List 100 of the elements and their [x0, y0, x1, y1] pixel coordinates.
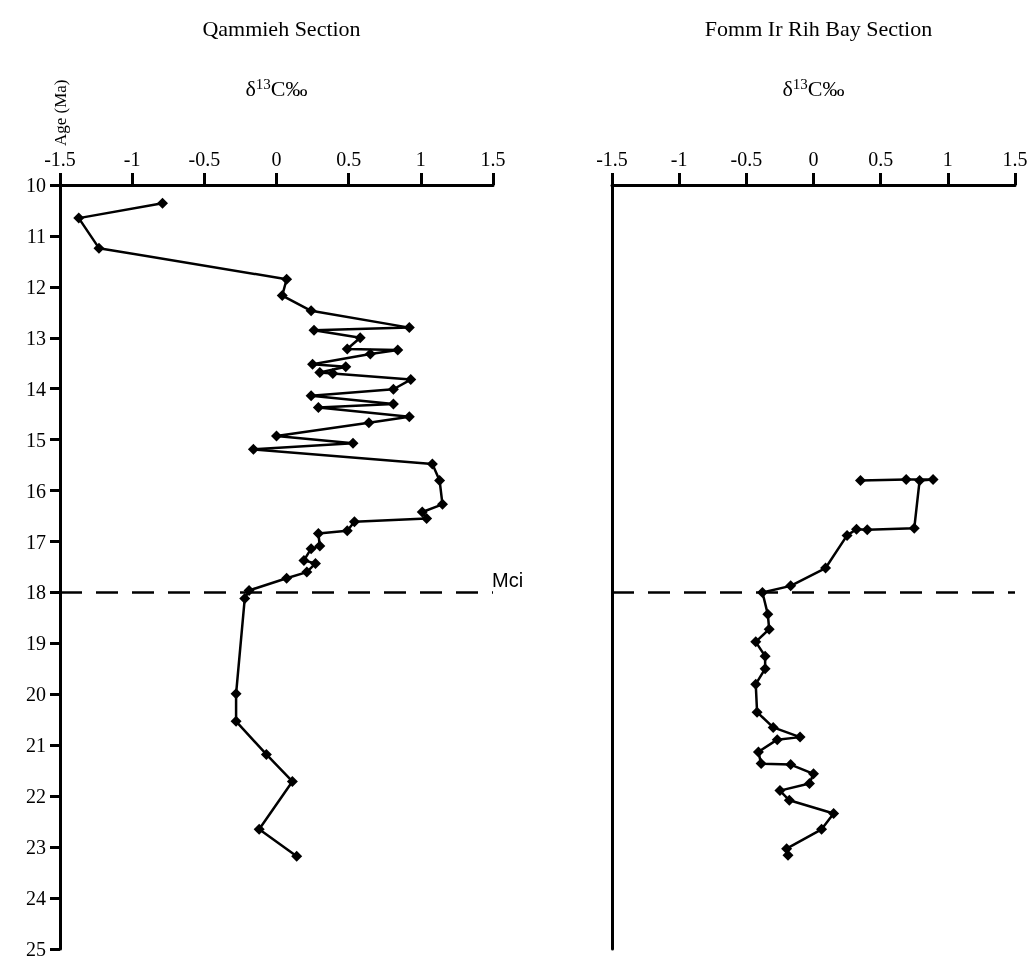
point [276, 290, 288, 302]
point [156, 197, 168, 209]
x-tick-label: -0.5 [730, 148, 763, 170]
point [281, 572, 293, 584]
point [387, 383, 399, 395]
x-tick-label: 0 [808, 148, 819, 170]
y-tick-label: 12 [26, 275, 46, 298]
y-tick-label: 22 [26, 785, 46, 808]
point [767, 721, 779, 733]
point [253, 823, 265, 835]
point [312, 527, 324, 539]
point [841, 529, 853, 541]
point [327, 367, 339, 379]
point [403, 322, 415, 334]
point [820, 562, 832, 574]
point [850, 523, 862, 535]
point [426, 458, 438, 470]
y-tick-label: 10 [26, 174, 46, 196]
point [348, 516, 360, 528]
point [298, 554, 310, 566]
point [763, 623, 775, 635]
point [260, 748, 272, 760]
x-tick-label: -1 [123, 148, 141, 170]
point [364, 348, 376, 360]
chart-title: Qammieh Section [202, 15, 361, 41]
point [286, 775, 298, 787]
point [305, 390, 317, 402]
point [93, 242, 105, 254]
x-tick-label: 0.5 [336, 148, 362, 170]
y-tick-label: 17 [26, 530, 46, 553]
x-tick-label: -1 [670, 148, 688, 170]
point [752, 746, 764, 758]
point [392, 344, 404, 356]
y-tick-label: 21 [26, 734, 46, 757]
point [421, 513, 433, 525]
point [785, 759, 797, 771]
point [762, 608, 774, 620]
x-tick-label: 1 [415, 148, 426, 170]
chart-title: Fomm Ir Rih Bay Section [704, 15, 933, 41]
point [247, 443, 259, 455]
point [759, 663, 771, 675]
point [750, 678, 762, 690]
point [341, 525, 353, 537]
point [803, 777, 815, 789]
point [774, 785, 786, 797]
point [230, 688, 242, 700]
point [816, 823, 828, 835]
point [416, 506, 428, 518]
point [271, 430, 282, 442]
x-tick-label: -1.5 [596, 148, 628, 170]
ref-line-label: Mci [492, 569, 524, 592]
point [783, 794, 795, 806]
y-tick-label: 11 [26, 224, 46, 247]
y-tick-label: 13 [26, 326, 46, 349]
x-tick-label: -0.5 [188, 148, 221, 170]
y-tick-label: 16 [26, 479, 46, 502]
point [314, 540, 326, 552]
point [927, 473, 939, 485]
x-tick-label: 1 [942, 148, 953, 170]
x-tick-label: 1.5 [480, 148, 506, 170]
point [73, 212, 85, 224]
point [900, 473, 912, 485]
point [855, 474, 867, 486]
y-tick-label: 14 [26, 377, 46, 400]
point [301, 566, 313, 578]
point [755, 758, 767, 770]
point [347, 437, 359, 449]
point [756, 586, 768, 598]
point [808, 768, 819, 780]
point [914, 474, 926, 486]
x-tick-label: 1.5 [1002, 148, 1028, 170]
point [305, 305, 317, 317]
x-tick-label: -1.5 [44, 148, 76, 170]
y-tick-label: 19 [26, 632, 46, 655]
point [436, 498, 448, 510]
point [750, 636, 762, 648]
point [281, 273, 293, 285]
y-axis-title: Age (Ma) [50, 79, 70, 147]
point [771, 734, 783, 746]
y-tick-label: 24 [26, 887, 46, 910]
y-tick-label: 15 [26, 428, 46, 451]
point [363, 417, 375, 429]
point [291, 850, 303, 862]
point [305, 543, 317, 555]
point [340, 361, 352, 373]
point [434, 474, 446, 486]
point [309, 557, 321, 569]
point [759, 650, 771, 662]
point [239, 593, 251, 605]
y-tick-label: 25 [26, 938, 46, 960]
point [751, 706, 763, 718]
y-tick-label: 18 [26, 581, 46, 604]
point [243, 584, 255, 596]
x-tick-label: 0 [271, 148, 282, 170]
x-tick-label: 0.5 [868, 148, 894, 170]
point [354, 332, 366, 344]
point [308, 324, 320, 336]
point [908, 522, 920, 534]
y-tick-label: 20 [26, 683, 46, 706]
point [861, 524, 873, 536]
